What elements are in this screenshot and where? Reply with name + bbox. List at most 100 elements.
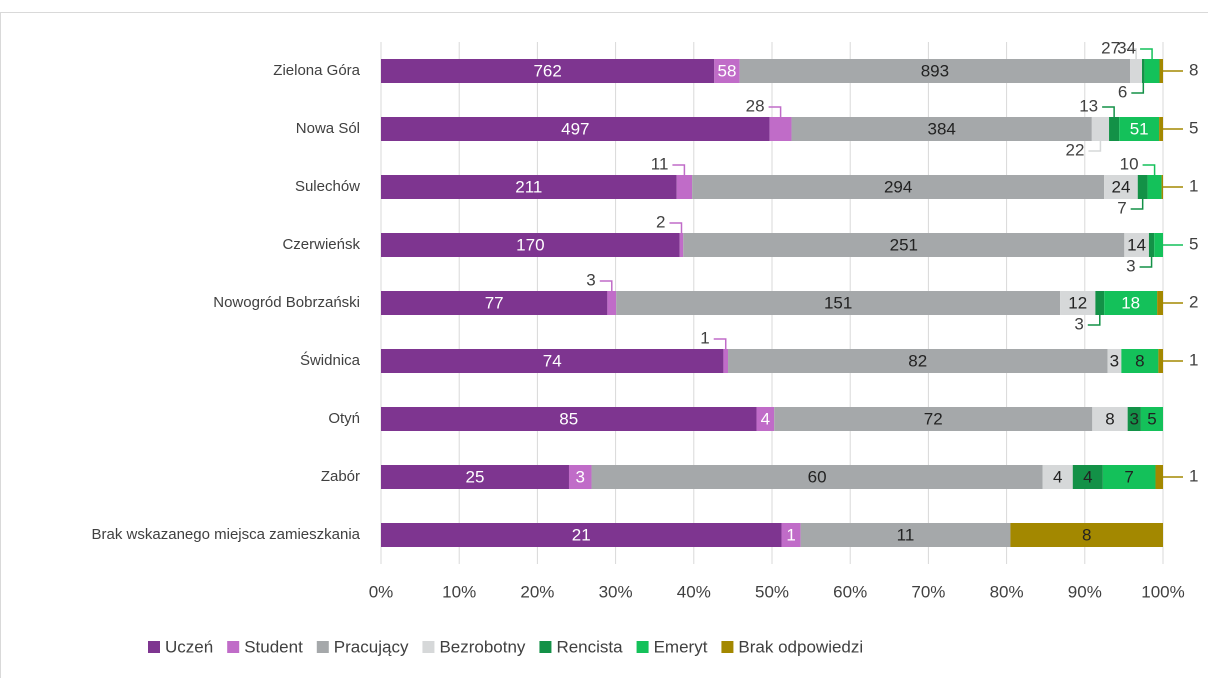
chart-frame: [0, 12, 1208, 678]
data-label: 74: [543, 351, 562, 370]
data-label: 8: [1082, 525, 1091, 544]
data-label: 2: [656, 212, 665, 231]
y-tick-label: Świdnica: [300, 351, 361, 369]
bar-segment: [756, 407, 775, 431]
data-label: 3: [1130, 409, 1139, 428]
bar-segment: [1130, 59, 1143, 83]
bar-segment: [791, 117, 1092, 141]
x-tick-label: 80%: [990, 582, 1024, 601]
bar-segment: [714, 59, 740, 83]
data-label: 5: [1147, 409, 1156, 428]
data-label: 27: [1101, 38, 1120, 57]
data-label: 58: [717, 61, 736, 80]
data-label: 18: [1121, 293, 1140, 312]
bar-segment: [381, 291, 608, 315]
legend-swatch: [636, 641, 649, 653]
data-label: 77: [485, 293, 504, 312]
leader-line: [599, 280, 613, 291]
bar-segment: [1060, 291, 1096, 315]
bar-segment: [568, 465, 592, 489]
bar-segment: [1104, 175, 1138, 199]
bar-segment: [381, 59, 715, 83]
bar-segment: [1092, 407, 1128, 431]
data-label: 211: [515, 177, 542, 196]
bar-segment: [1127, 407, 1141, 431]
bar-segment: [1157, 291, 1163, 315]
data-label: 10: [1120, 154, 1139, 173]
bar-segment: [1095, 291, 1105, 315]
y-tick-label: Zielona Góra: [273, 62, 360, 79]
data-label: 151: [824, 293, 852, 312]
bar-segment: [1010, 523, 1163, 547]
data-label: 8: [1105, 409, 1114, 428]
x-tick-label: 40%: [677, 582, 711, 601]
x-tick-label: 20%: [520, 582, 554, 601]
data-label: 7: [1117, 198, 1126, 217]
data-label: 893: [921, 61, 949, 80]
bar-segment: [692, 175, 1105, 199]
legend-swatch: [422, 641, 435, 653]
data-label: 497: [561, 119, 589, 138]
data-label: 1: [1189, 350, 1198, 369]
leader-line: [1142, 164, 1156, 175]
bar-segment: [591, 465, 1043, 489]
bar-segment: [769, 117, 792, 141]
data-label: 4: [1083, 467, 1092, 486]
leader-line: [1139, 257, 1153, 268]
bar-segment: [1142, 59, 1145, 83]
data-label: 3: [1126, 256, 1135, 275]
data-label: 24: [1111, 177, 1130, 196]
x-tick-label: 90%: [1068, 582, 1102, 601]
data-label: 60: [808, 467, 827, 486]
legend-swatch: [227, 641, 240, 653]
bar-segment: [381, 349, 724, 373]
data-label: 1: [1189, 176, 1198, 195]
data-label: 384: [928, 119, 956, 138]
data-label: 25: [466, 467, 485, 486]
bar-segment: [1072, 465, 1103, 489]
bar-segment: [781, 523, 801, 547]
leader-line: [1088, 141, 1102, 152]
leader-line: [1140, 48, 1153, 59]
y-tick-label: Sulechów: [295, 178, 360, 195]
data-label: 22: [1066, 140, 1085, 159]
bar-segment: [1042, 465, 1073, 489]
leader-line: [768, 106, 782, 117]
data-label: 1: [1189, 466, 1198, 485]
bar-segment: [1102, 465, 1156, 489]
data-label: 34: [1117, 38, 1136, 57]
bar-segment: [1119, 117, 1160, 141]
data-label: 170: [516, 235, 544, 254]
bar-segment: [381, 117, 770, 141]
data-label: 85: [559, 409, 578, 428]
bar-segment: [676, 175, 693, 199]
data-label: 72: [924, 409, 943, 428]
data-label: 28: [746, 96, 765, 115]
leader-line: [672, 164, 686, 175]
data-label: 7: [1124, 467, 1133, 486]
leader-line: [1131, 83, 1145, 94]
data-label: 3: [1110, 351, 1119, 370]
data-label: 5: [1189, 234, 1198, 253]
leader-line: [1087, 315, 1101, 326]
legend-label: Student: [244, 637, 303, 656]
bar-segment: [679, 233, 684, 257]
bar-segment: [381, 175, 677, 199]
bar-segment: [774, 407, 1093, 431]
bar-segment: [1107, 349, 1122, 373]
leader-line: [1124, 48, 1137, 59]
data-label: 2: [1189, 292, 1198, 311]
y-tick-label: Brak wskazanego miejsca zamieszkania: [92, 526, 361, 543]
y-tick-label: Nowa Sól: [296, 120, 360, 137]
data-label: 3: [1074, 314, 1083, 333]
x-tick-label: 0%: [369, 582, 394, 601]
data-label: 4: [1053, 467, 1062, 486]
data-label: 11: [897, 525, 915, 544]
data-label: 14: [1127, 235, 1146, 254]
leader-line: [669, 222, 683, 233]
data-label: 13: [1079, 96, 1098, 115]
bar-segment: [1121, 349, 1159, 373]
bar-segment: [1109, 117, 1120, 141]
data-label: 1: [700, 328, 709, 347]
